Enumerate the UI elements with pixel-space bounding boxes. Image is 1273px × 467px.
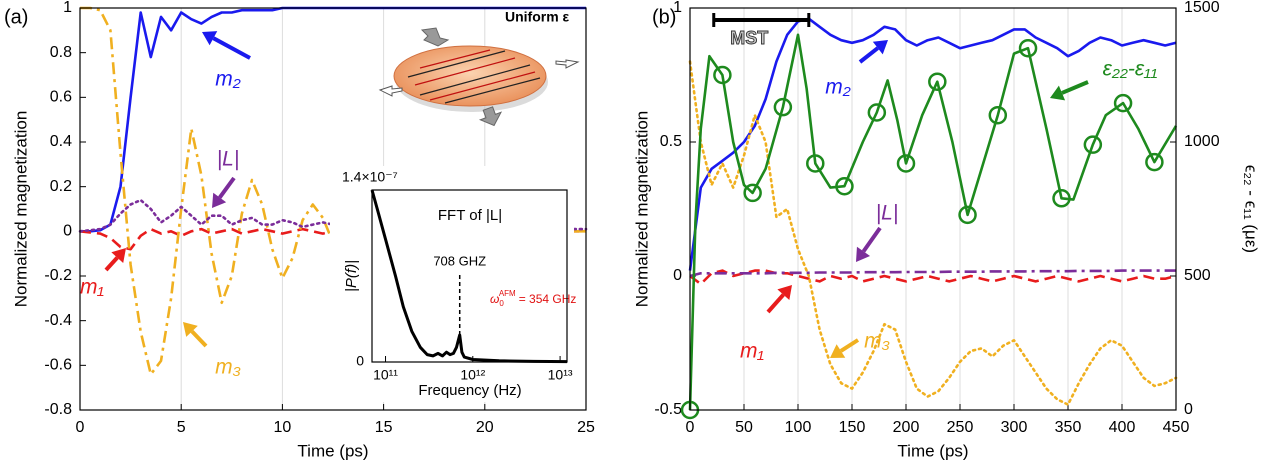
- y-tick-label: -0.5: [654, 401, 682, 418]
- y-tick-label: 0.8: [50, 44, 72, 61]
- x-tick-label: 50: [735, 419, 753, 436]
- series-label: m₃: [215, 356, 241, 379]
- panel-label: (a): [4, 6, 28, 28]
- series-label: m₃: [864, 330, 890, 353]
- label-arrow: [1062, 82, 1088, 93]
- series-label: m₁: [740, 340, 764, 363]
- label-arrow: [768, 295, 783, 312]
- inset-title: FFT of |L|: [438, 207, 502, 224]
- y-tick-label: 0: [673, 267, 682, 284]
- series-line: [690, 271, 1176, 276]
- label-arrow: [106, 258, 117, 270]
- y2-tick-label: 1500: [1184, 0, 1220, 16]
- diagram-label: Uniform ε: [505, 9, 570, 25]
- figure: (a) Time (ps) Normalized magnetization 0…: [0, 0, 1273, 467]
- x-tick-label: 5: [177, 419, 186, 436]
- series-label: |L|: [876, 202, 899, 225]
- series-label: m₂: [825, 76, 851, 99]
- y2-axis-label: ϵ₂₂ - ϵ₁₁ (με): [1242, 165, 1261, 253]
- y-tick-label: 0.2: [50, 178, 72, 195]
- bracket-label: MST: [730, 28, 768, 48]
- strain-arrow: [422, 28, 448, 46]
- label-arrow: [213, 38, 250, 58]
- label-arrow: [841, 340, 858, 351]
- label-arrow: [860, 48, 878, 62]
- strain-arrow: [556, 60, 578, 68]
- label-arrow: [220, 178, 234, 198]
- x-tick-label: 10¹¹: [373, 367, 398, 383]
- panel-b: (b) Time (ps) Normalized magnetization ϵ…: [632, 0, 1260, 460]
- x-axis-label: Time (ps): [897, 441, 968, 460]
- y-axis-label: Normalized magnetization: [11, 111, 30, 308]
- x-tick-label: 10: [274, 419, 292, 436]
- x-tick-label: 25: [577, 419, 595, 436]
- x-axis-label: Frequency (Hz): [418, 382, 521, 399]
- x-tick-label: 450: [1163, 419, 1190, 436]
- x-tick-label: 10¹²: [460, 367, 485, 383]
- y-tick-label: 1: [673, 0, 682, 16]
- y2-tick-label: 0: [1184, 401, 1193, 418]
- peak-label: 708 GHZ: [433, 253, 486, 268]
- y-axis-label: |P(f)|: [343, 260, 360, 292]
- x-tick-label: 400: [1109, 419, 1136, 436]
- x-tick-label: 200: [893, 419, 920, 436]
- x-axis-label: Time (ps): [297, 441, 368, 460]
- x-tick-label: 150: [839, 419, 866, 436]
- afm-text: = 354 GHz: [519, 292, 577, 306]
- x-tick-label: 0: [76, 419, 85, 436]
- x-tick-label: 250: [947, 419, 974, 436]
- label-arrow: [863, 228, 880, 251]
- y-axis-label: Normalized magnetization: [632, 111, 651, 308]
- y-tick-label: 0.6: [50, 89, 72, 106]
- x-tick-label: 20: [476, 419, 494, 436]
- x-tick-label: 300: [1001, 419, 1028, 436]
- x-tick-label: 15: [375, 419, 393, 436]
- series-line: [690, 19, 1176, 271]
- afm-sup: AFM: [499, 289, 516, 298]
- y-tick-label: 0: [63, 223, 72, 240]
- x-tick-label: 100: [785, 419, 812, 436]
- fft-inset: FFT of |L| Frequency (Hz) |P(f)| ω0AFM= …: [330, 166, 576, 402]
- series-label: m₂: [215, 68, 241, 91]
- y-tick-label: 0.5: [660, 133, 682, 150]
- afm-label: ω0AFM= 354 GHz: [490, 289, 576, 308]
- y-tick-label: 0.4: [50, 133, 72, 150]
- y-tick-label: 1.4×10⁻⁷: [342, 169, 398, 185]
- x-tick-label: 10¹³: [548, 367, 573, 383]
- strain-diagram: Uniform ε: [380, 9, 578, 130]
- x-tick-label: 350: [1055, 419, 1082, 436]
- y-tick-label: 0: [356, 353, 364, 369]
- y2-tick-label: 1000: [1184, 133, 1220, 150]
- y-tick-label: -0.2: [44, 267, 72, 284]
- label-arrow: [192, 331, 206, 346]
- y2-tick-label: 500: [1184, 267, 1211, 284]
- afm-sub: 0: [499, 299, 504, 308]
- y-tick-label: -0.8: [44, 401, 72, 418]
- series-label: m₁: [80, 276, 104, 299]
- x-tick-label: 0: [686, 419, 695, 436]
- y-tick-label: -0.6: [44, 357, 72, 374]
- y-tick-label: 1: [63, 0, 72, 16]
- inset-background: [330, 166, 574, 402]
- y-tick-label: -0.4: [44, 312, 72, 329]
- series-label: ε₂₂-ε₁₁: [1103, 58, 1158, 81]
- series-label: |L|: [217, 148, 240, 171]
